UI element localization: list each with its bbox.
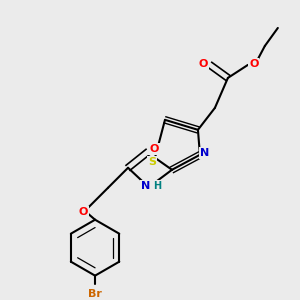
Text: N: N — [200, 148, 210, 158]
Text: Br: Br — [88, 289, 102, 298]
Text: H: H — [153, 181, 161, 191]
Text: N: N — [141, 181, 151, 191]
Text: O: O — [149, 144, 159, 154]
Text: S: S — [148, 157, 156, 167]
Text: O: O — [78, 207, 88, 217]
Text: O: O — [198, 59, 208, 69]
Text: O: O — [249, 59, 259, 69]
